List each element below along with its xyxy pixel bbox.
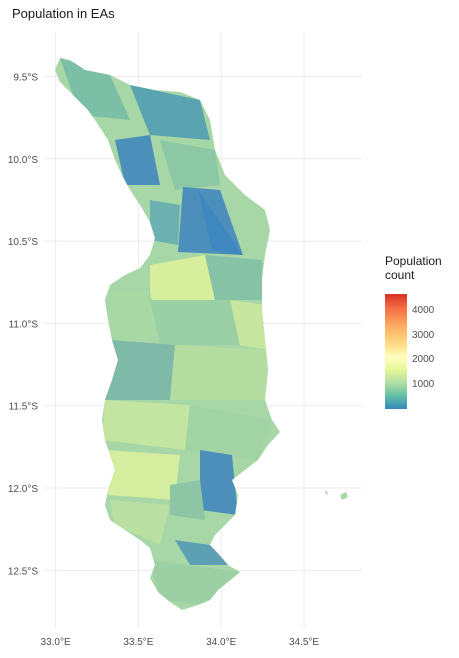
ea-polygon xyxy=(105,450,180,500)
x-tick-label: 33.5°E xyxy=(123,637,153,648)
x-tick-label: 34.0°E xyxy=(206,637,236,648)
ea-polygon xyxy=(160,140,220,190)
ea-polygon xyxy=(102,400,190,450)
ea-polygon xyxy=(150,200,180,245)
islands xyxy=(325,490,348,500)
ea-polygon xyxy=(200,450,238,515)
ea-polygon xyxy=(150,255,215,300)
legend-tick-label: 4000 xyxy=(412,305,435,317)
legend-tick-label: 3000 xyxy=(412,329,435,341)
map-plot: 9.5°S 10.0°S 10.5°S 11.0°S 11.5°S 12.0°S 12.5°… xyxy=(8,32,362,648)
legend-colorbar xyxy=(385,294,407,409)
y-tick-label: 10.0°S xyxy=(8,155,38,166)
x-axis-ticks: 33.0°E 33.5°E 34.0°E 34.5°E xyxy=(41,637,320,648)
ea-polygon xyxy=(198,190,243,255)
ea-polygon xyxy=(205,255,262,300)
legend: Population count 1000 2000 3000 4000 xyxy=(385,254,457,409)
y-axis-ticks: 9.5°S 10.0°S 10.5°S 11.0°S 11.5°S 12.0°S 12.5°… xyxy=(8,72,38,577)
ea-polygon xyxy=(175,540,228,565)
legend-title: Population count xyxy=(385,254,442,282)
ea-polygon xyxy=(115,135,160,185)
y-tick-label: 12.0°S xyxy=(8,484,38,495)
y-tick-label: 12.5°S xyxy=(8,566,38,577)
ea-polygon xyxy=(105,340,175,400)
legend-tick-label: 2000 xyxy=(412,354,435,366)
ea-polygon xyxy=(150,300,240,345)
ea-polygon xyxy=(112,292,160,340)
y-tick-label: 11.0°S xyxy=(9,319,39,330)
x-tick-label: 33.0°E xyxy=(41,637,71,648)
ea-polygon xyxy=(110,500,170,545)
map-title: Population in EAs xyxy=(12,6,115,21)
ea-polygon xyxy=(230,300,268,350)
legend-tick-label: 1000 xyxy=(412,378,435,390)
y-tick-label: 9.5°S xyxy=(13,72,38,83)
ea-polygon xyxy=(185,405,272,460)
ea-polygon xyxy=(130,85,210,140)
ea-polygon xyxy=(170,480,205,520)
x-tick-label: 34.5°E xyxy=(289,637,319,648)
y-tick-label: 10.5°S xyxy=(8,237,38,248)
ea-polygon xyxy=(170,345,268,400)
y-tick-label: 11.5°S xyxy=(9,402,39,413)
